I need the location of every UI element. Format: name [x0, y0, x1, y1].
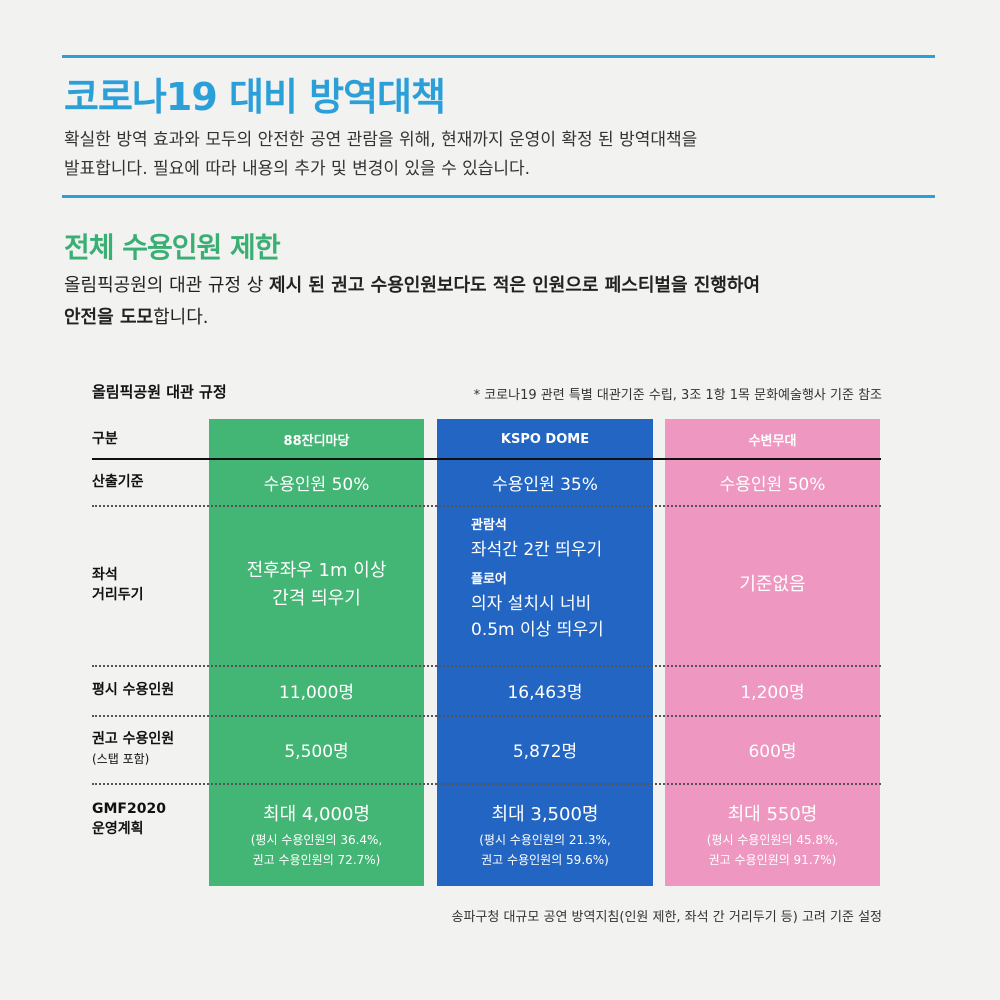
section-title: 전체 수용인원 제한	[64, 231, 281, 264]
gmf-note-1: (평시 수용인원의 36.4%,	[250, 832, 383, 847]
table-title: 올림픽공원 대관 규정	[92, 383, 227, 401]
normal-capacity-value: 1,200명	[740, 682, 805, 703]
page-title: 코로나19 대비 방역대책	[64, 75, 446, 119]
header-separator	[92, 458, 881, 460]
row-label-recommended-line-2: (스탭 포함)	[92, 752, 150, 766]
row-label-gmf-line-2: 운영계획	[92, 821, 144, 837]
gmf-plan-value: 최대 4,000명 (평시 수용인원의 36.4%, 권고 수용인원의 72.7…	[209, 783, 424, 886]
gmf-plan-value: 최대 3,500명 (평시 수용인원의 21.3%, 권고 수용인원의 59.6…	[437, 783, 653, 886]
desc-bold-2: 안전을 도모	[64, 307, 154, 328]
top-divider	[62, 55, 935, 58]
seat-line-2: 간격 띄우기	[272, 588, 361, 609]
criteria-value: 수용인원 50%	[263, 474, 370, 495]
row-divider	[92, 665, 881, 667]
row-label-seat-line-1: 좌석	[92, 567, 118, 583]
row-divider	[92, 715, 881, 717]
row-label-recommended-line-1: 권고 수용인원	[92, 731, 175, 747]
seat-distancing-value: 전후좌우 1m 이상 간격 띄우기	[209, 505, 424, 665]
row-label-normal-capacity: 평시 수용인원	[92, 682, 175, 698]
gmf-max: 최대 4,000명	[263, 803, 370, 825]
gmf-note-1: (평시 수용인원의 45.8%,	[706, 832, 839, 847]
intro-line-1: 확실한 방역 효과와 모두의 안전한 공연 관람을 위해, 현재까지 운영이 확…	[64, 130, 698, 150]
recommended-capacity-value: 5,872명	[512, 741, 578, 762]
seat-line-1: 전후좌우 1m 이상	[246, 560, 387, 581]
intro-text: 확실한 방역 효과와 모두의 안전한 공연 관람을 위해, 현재까지 운영이 확…	[64, 126, 934, 184]
recommended-capacity-value: 600명	[748, 741, 797, 762]
row-label-gmf-line-1: GMF2020	[92, 801, 166, 817]
seat-text-floor-2: 0.5m 이상 띄우기	[471, 620, 604, 640]
footer-note: 송파구청 대규모 공연 방역지침(인원 제한, 좌석 간 거리두기 등) 고려 …	[451, 910, 883, 925]
column-header: 수변무대	[748, 433, 797, 449]
criteria-value: 수용인원 35%	[492, 474, 598, 495]
desc-part-1: 올림픽공원의 대관 규정 상	[64, 275, 270, 296]
gmf-note-1: (평시 수용인원의 21.3%,	[479, 832, 611, 847]
seat-text-stands: 좌석간 2칸 띄우기	[471, 540, 603, 560]
column-88-lawn: 88잔디마당 수용인원 50% 전후좌우 1m 이상 간격 띄우기 11,000…	[209, 419, 424, 886]
recommended-capacity-value: 5,500명	[284, 741, 349, 762]
seat-label-stands: 관람석	[471, 518, 507, 533]
criteria-value: 수용인원 50%	[719, 474, 826, 495]
row-label-seat-distancing: 좌석 거리두기	[92, 505, 202, 665]
row-label-recommended-capacity: 권고 수용인원 (스탭 포함)	[92, 715, 202, 783]
middle-divider	[62, 195, 935, 198]
normal-capacity-value: 16,463명	[507, 682, 583, 703]
column-kspo-dome: KSPO DOME 수용인원 35% 관람석 좌석간 2칸 띄우기 플로어 의자…	[437, 419, 653, 886]
column-waterside-stage: 수변무대 수용인원 50% 기준없음 1,200명 600명 최대 550명 (…	[665, 419, 880, 886]
seat-label-floor: 플로어	[471, 572, 507, 587]
seat-text-floor-1: 의자 설치시 너비	[471, 594, 592, 614]
row-divider	[92, 505, 881, 507]
seat-distancing-value: 관람석 좌석간 2칸 띄우기 플로어 의자 설치시 너비 0.5m 이상 띄우기	[471, 515, 604, 643]
gmf-note-2: 권고 수용인원의 72.7%)	[252, 852, 381, 867]
row-divider	[92, 783, 881, 785]
section-description: 올림픽공원의 대관 규정 상 제시 된 권고 수용인원보다도 적은 인원으로 페…	[64, 270, 944, 334]
table-note: * 코로나19 관련 특별 대관기준 수립, 3조 1항 1목 문화예술행사 기…	[473, 388, 882, 403]
column-header: 88잔디마당	[283, 433, 350, 449]
intro-line-2: 발표합니다. 필요에 따라 내용의 추가 및 변경이 있을 수 있습니다.	[64, 159, 531, 179]
normal-capacity-value: 11,000명	[278, 682, 355, 703]
row-label-header: 구분	[92, 431, 118, 447]
gmf-note-2: 권고 수용인원의 59.6%)	[481, 852, 609, 867]
desc-part-2: 합니다.	[153, 307, 209, 328]
row-label-gmf-plan: GMF2020 운영계획	[92, 783, 202, 886]
gmf-max: 최대 3,500명	[491, 803, 599, 825]
seat-distancing-value: 기준없음	[739, 574, 806, 595]
row-label-seat-line-2: 거리두기	[92, 587, 144, 603]
row-label-criteria: 산출기준	[92, 474, 144, 490]
desc-bold-1: 제시 된 권고 수용인원보다도 적은 인원으로 페스티벌을 진행하여	[269, 275, 761, 296]
column-header: KSPO DOME	[500, 431, 590, 447]
gmf-max: 최대 550명	[727, 803, 818, 825]
gmf-plan-value: 최대 550명 (평시 수용인원의 45.8%, 권고 수용인원의 91.7%)	[665, 783, 880, 886]
gmf-note-2: 권고 수용인원의 91.7%)	[708, 852, 837, 867]
